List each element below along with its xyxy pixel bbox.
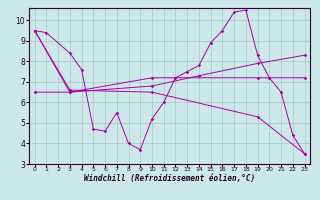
X-axis label: Windchill (Refroidissement éolien,°C): Windchill (Refroidissement éolien,°C) (84, 174, 255, 183)
